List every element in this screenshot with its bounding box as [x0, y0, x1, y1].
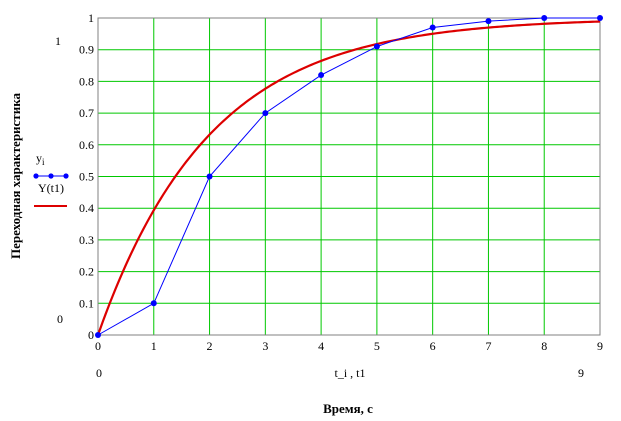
series-line-yi [97, 17, 600, 336]
data-point-yi [262, 110, 269, 117]
corner-label-y-max: 1 [55, 34, 61, 48]
grid [98, 18, 600, 335]
corner-label-x-min: 0 [96, 366, 102, 380]
x-tick-label: 4 [318, 339, 324, 353]
legend-marker-yi-1 [33, 173, 39, 179]
x-tick-label: 2 [207, 339, 213, 353]
y-tick-label: 0.8 [79, 74, 94, 88]
legend-label-yi-main: y [36, 151, 42, 165]
data-point-yi [206, 173, 213, 180]
x-tick-label: 8 [541, 339, 547, 353]
corner-label-y-min: 0 [57, 312, 63, 326]
y-tick-label: 0.4 [79, 201, 94, 215]
y-tick-label: 0.1 [79, 296, 94, 310]
y-tick-label: 0.2 [79, 265, 94, 279]
x-tick-label: 3 [262, 339, 268, 353]
x-tick-label: 5 [374, 339, 380, 353]
y-tick-label: 1 [88, 11, 94, 25]
y-tick-label: 0.6 [79, 138, 94, 152]
data-point-yi [150, 300, 157, 307]
legend-marker-yi-3 [63, 173, 69, 179]
y-tick-label: 0.7 [79, 106, 94, 120]
x-tick-label: 7 [485, 339, 491, 353]
x-axis-title: Время, с [323, 401, 373, 416]
y-tick-label: 0.3 [79, 233, 94, 247]
corner-label-x-max: 9 [578, 366, 584, 380]
x-tick-label: 0 [95, 339, 101, 353]
y-axis-title: Переходная характеристика [8, 93, 23, 259]
legend-label-Yt1: Y(t1) [38, 181, 64, 195]
x-tick-label: 1 [151, 339, 157, 353]
series-line-Yt1 [96, 20, 601, 336]
y-tick-label: 0 [88, 328, 94, 342]
data-point-yi [485, 18, 492, 25]
y-tick-label: 0.9 [79, 43, 94, 57]
data-point-yi [318, 72, 325, 79]
tick-labels: 0 1 2 3 4 5 6 7 8 9 0 0.1 0.2 0.3 0.4 0.5 0.6 0.7 0.8 0.9 1 [79, 11, 603, 353]
data-point-yi [597, 15, 603, 21]
data-point-yi [541, 15, 548, 21]
legend-marker-yi-2 [48, 173, 54, 179]
legend-label-yi: yi [36, 151, 45, 167]
y-tick-label: 0.5 [79, 170, 94, 184]
series-layer [95, 15, 603, 338]
data-point-yi [373, 43, 380, 50]
x-tick-label: 6 [430, 339, 436, 353]
data-point-yi [429, 24, 436, 31]
x-axis-variables: t_i , t1 [334, 366, 365, 380]
plot-frame [97, 17, 601, 336]
x-tick-label: 9 [597, 339, 603, 353]
legend-label-yi-sub: i [42, 157, 45, 167]
legend: yi Y(t1) [33, 151, 69, 207]
data-point-yi [95, 332, 101, 338]
